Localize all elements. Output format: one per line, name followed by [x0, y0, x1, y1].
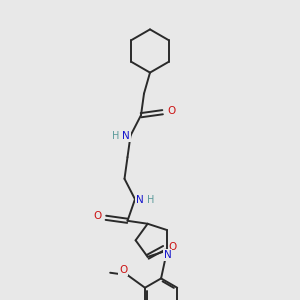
Text: O: O — [119, 265, 127, 275]
Text: N: N — [136, 195, 143, 205]
Text: H: H — [112, 131, 119, 141]
Text: N: N — [164, 250, 172, 260]
Text: O: O — [168, 242, 177, 252]
Text: O: O — [93, 211, 102, 221]
Text: H: H — [147, 195, 154, 205]
Text: O: O — [167, 106, 175, 116]
Text: N: N — [122, 131, 130, 141]
